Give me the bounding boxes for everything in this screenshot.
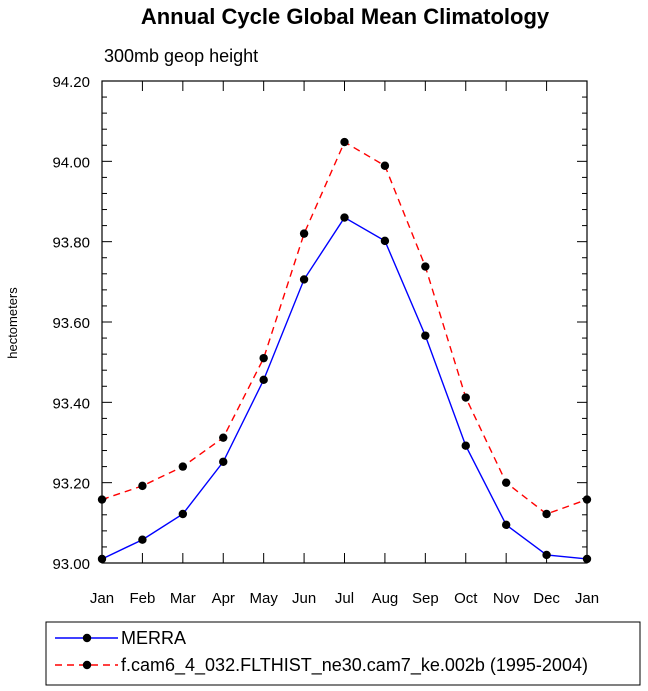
x-tick-label: May (249, 590, 278, 607)
axes: 93.00 93.20 93.40 93.60 93.80 94.00 94.20 Jan Fe… (52, 74, 599, 607)
series-line (101, 216, 588, 560)
y-axis-label: hectometers (5, 287, 20, 359)
data-point (219, 457, 228, 466)
x-tick-label: Apr (212, 590, 235, 607)
x-tick-label: Jan (90, 590, 114, 607)
data-point (299, 229, 309, 238)
data-point (299, 275, 309, 284)
legend-marker (82, 633, 92, 643)
y-tick-label: 93.60 (52, 315, 90, 332)
legend-box (45, 621, 641, 686)
data-point (582, 495, 592, 504)
x-tick-label: Sep (412, 590, 439, 607)
y-tick-label: 94.00 (52, 154, 90, 171)
data-point (542, 550, 551, 560)
data-point (340, 137, 349, 147)
data-point (461, 441, 470, 450)
plot-frame (101, 80, 588, 564)
data-point (380, 236, 390, 246)
data-point (461, 393, 470, 402)
series-line (101, 141, 588, 515)
y-tick-label: 93.00 (52, 556, 90, 573)
x-tick-label: Feb (129, 590, 155, 607)
data-point (219, 433, 228, 442)
series-layer (97, 137, 592, 564)
chart-subtitle: 300mb geop height (104, 46, 258, 66)
data-point (582, 554, 592, 564)
data-point (542, 509, 551, 519)
x-tick-label: Jul (335, 590, 354, 607)
y-tick-label: 93.80 (52, 235, 90, 252)
x-tick-label: Mar (170, 590, 196, 607)
data-point (138, 481, 147, 491)
x-tick-label: Oct (454, 590, 478, 607)
x-tick-label: Nov (493, 590, 520, 607)
data-point (380, 161, 390, 170)
legend-marker (82, 660, 92, 670)
data-point (501, 478, 511, 487)
y-tick-label: 93.40 (52, 395, 90, 412)
data-point (97, 554, 107, 564)
x-tick-label: Jun (292, 590, 316, 607)
data-point (97, 495, 107, 504)
data-point (421, 331, 430, 340)
data-point (259, 353, 268, 363)
data-point (501, 520, 511, 530)
legend: MERRA f.cam6_4_032.FLTHIST_ne30.cam7_ke.0… (45, 621, 641, 686)
x-tick-label: Dec (533, 590, 560, 607)
legend-label: f.cam6_4_032.FLTHIST_ne30.cam7_ke.002b (… (121, 655, 588, 676)
series-1 (97, 213, 592, 564)
data-point (421, 262, 430, 271)
series-2 (97, 137, 592, 519)
data-point (340, 213, 349, 222)
chart-title: Annual Cycle Global Mean Climatology (141, 4, 550, 29)
y-tick-label: 93.20 (52, 476, 90, 493)
data-point (259, 375, 268, 385)
data-point (178, 462, 188, 471)
x-tick-label: Jan (575, 590, 599, 607)
x-tick-label: Aug (372, 590, 399, 607)
legend-label: MERRA (121, 628, 186, 648)
y-tick-label: 94.20 (52, 74, 90, 91)
data-point (178, 509, 188, 519)
data-point (138, 535, 147, 544)
